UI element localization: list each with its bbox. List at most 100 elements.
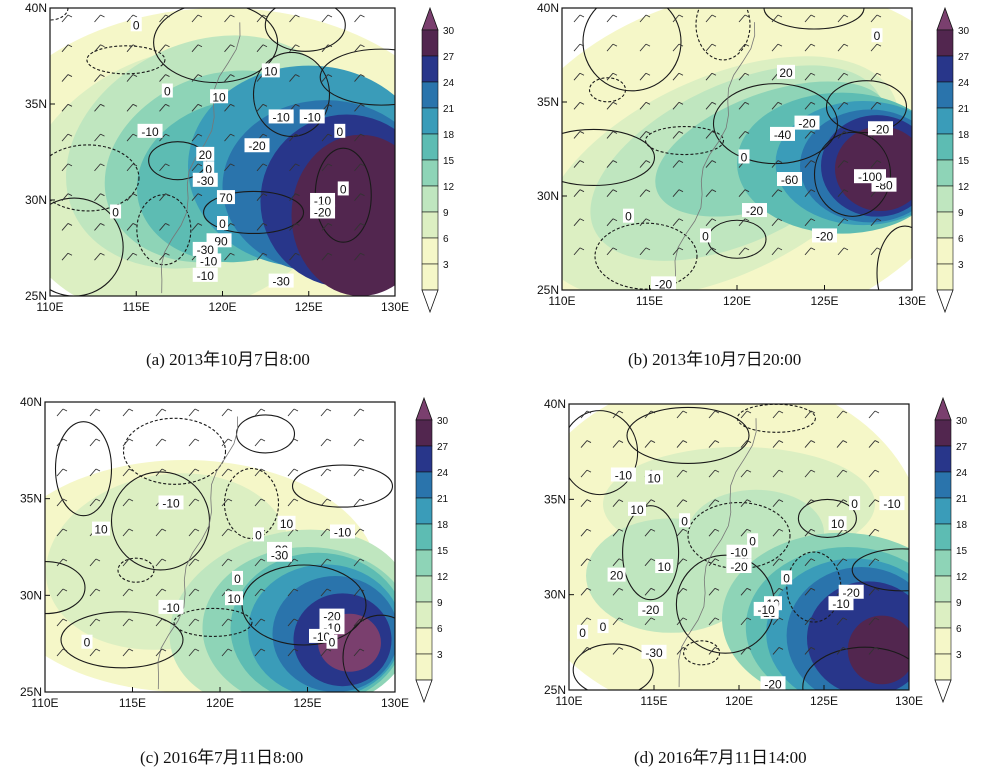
y-tick-label: 40N — [544, 397, 566, 411]
wind-barb-icon — [353, 648, 365, 657]
colorbar-tick: 30 — [956, 416, 968, 427]
svg-text:-10: -10 — [314, 194, 332, 208]
wind-barb-icon — [573, 218, 585, 227]
colorbar: 30 27 24 21 18 15 12 9 6 3 — [936, 6, 970, 314]
contour-label: -100 — [854, 169, 886, 184]
wind-barb-icon — [705, 189, 717, 197]
wind-barb-icon — [61, 223, 73, 231]
wind-barb-icon — [321, 163, 333, 172]
svg-text:-10: -10 — [615, 469, 633, 483]
wind-barb-icon — [224, 252, 235, 261]
colorbar-tick: 18 — [443, 130, 455, 141]
panel-caption: (a) 2013年10月7日8:00 — [146, 350, 310, 369]
wind-barb-icon — [155, 468, 167, 477]
contour-line — [117, 557, 155, 583]
contour-label: -10 — [330, 524, 355, 540]
wind-barb-icon — [644, 528, 656, 537]
wind-barb-icon — [771, 43, 783, 52]
y-tick-label: 25N — [544, 683, 566, 697]
wind-barb-icon — [191, 74, 203, 82]
svg-text:-30: -30 — [272, 275, 290, 289]
wind-barb-icon — [256, 223, 268, 231]
wind-barb-icon — [354, 252, 365, 261]
contour-line — [173, 607, 253, 637]
wind-barb-icon — [191, 103, 203, 112]
wind-barb-icon — [289, 193, 300, 201]
x-tick-label: 120E — [725, 694, 753, 708]
svg-text:10: 10 — [831, 517, 845, 531]
wind-barb-icon — [159, 223, 170, 231]
svg-text:-20: -20 — [764, 677, 782, 691]
svg-text:-30: -30 — [645, 646, 663, 660]
wind-barb-icon — [353, 588, 365, 597]
coastline — [157, 416, 239, 690]
wind-barb-icon — [836, 440, 848, 448]
wind-barb-icon — [56, 438, 68, 447]
wind-barb-icon — [672, 189, 684, 197]
wind-barb-icon — [836, 647, 848, 655]
wind-barb-icon — [870, 72, 882, 81]
wind-barb-icon — [738, 131, 750, 139]
x-tick-label: 130E — [898, 294, 926, 308]
svg-text:10: 10 — [227, 592, 241, 606]
wind-barb-icon — [94, 14, 105, 23]
wind-barb-icon — [708, 410, 720, 419]
svg-text:-30: -30 — [197, 174, 215, 188]
contour-line — [319, 48, 395, 106]
y-tick-label: 40N — [25, 1, 47, 15]
wind-barb-icon — [837, 189, 849, 197]
wind-barb-icon — [772, 528, 784, 537]
wind-barb-icon — [606, 131, 618, 139]
wind-barb-icon — [122, 528, 134, 537]
colorbar-tick: 6 — [958, 234, 964, 245]
wind-barb-icon — [191, 133, 203, 142]
contour-line — [802, 646, 909, 690]
wind-barb-icon — [705, 43, 717, 52]
svg-text:10: 10 — [94, 523, 108, 537]
wind-barb-icon — [676, 528, 688, 537]
wind-barb-icon — [639, 218, 651, 227]
wind-barb-icon — [289, 252, 300, 261]
contour-label: -10 — [299, 109, 325, 124]
wind-barb-icon — [353, 408, 365, 417]
wind-barb-icon — [126, 252, 138, 261]
contour-label: 10 — [92, 521, 110, 537]
wind-barb-icon — [61, 133, 73, 142]
contour-line — [851, 548, 909, 592]
contour-label: -10 — [158, 495, 184, 511]
wind-barb-icon — [155, 558, 167, 567]
svg-text:0: 0 — [329, 636, 336, 650]
colorbar-tick: 15 — [443, 156, 455, 167]
wind-barb-icon — [61, 193, 73, 201]
wind-barb-icon — [126, 193, 138, 201]
contour-label: 0 — [738, 149, 750, 164]
wind-barb-icon — [573, 247, 585, 256]
wind-barb-icon — [353, 558, 365, 567]
contour-line — [763, 8, 865, 30]
contour-line — [203, 190, 305, 235]
panel-caption: (b) 2013年10月7日20:00 — [628, 350, 802, 369]
svg-text:-40: -40 — [774, 128, 792, 142]
wind-barb-icon — [159, 74, 170, 82]
contour-label: -20 — [310, 204, 336, 219]
colorbar-tick: 21 — [437, 494, 449, 505]
contour-label: 10 — [210, 89, 229, 104]
wind-barb-icon — [612, 410, 624, 419]
wind-barb-icon — [224, 133, 235, 142]
contour-line — [291, 464, 394, 508]
contour-line — [264, 8, 346, 52]
colorbar-tick: 27 — [437, 442, 449, 453]
wind-barb-icon — [612, 617, 624, 626]
wind-barb-icon — [837, 131, 849, 139]
wind-barb-icon — [126, 223, 138, 231]
svg-text:0: 0 — [340, 182, 347, 196]
wind-barb-icon — [159, 44, 170, 53]
wind-barb-icon — [122, 588, 134, 597]
wind-barb-icon — [256, 252, 268, 261]
contour-label: -20 — [838, 584, 864, 600]
wind-barb-icon — [740, 647, 752, 655]
contour-line — [825, 80, 908, 134]
wind-barb-icon — [573, 131, 585, 139]
colorbar-tick: 18 — [958, 130, 970, 141]
